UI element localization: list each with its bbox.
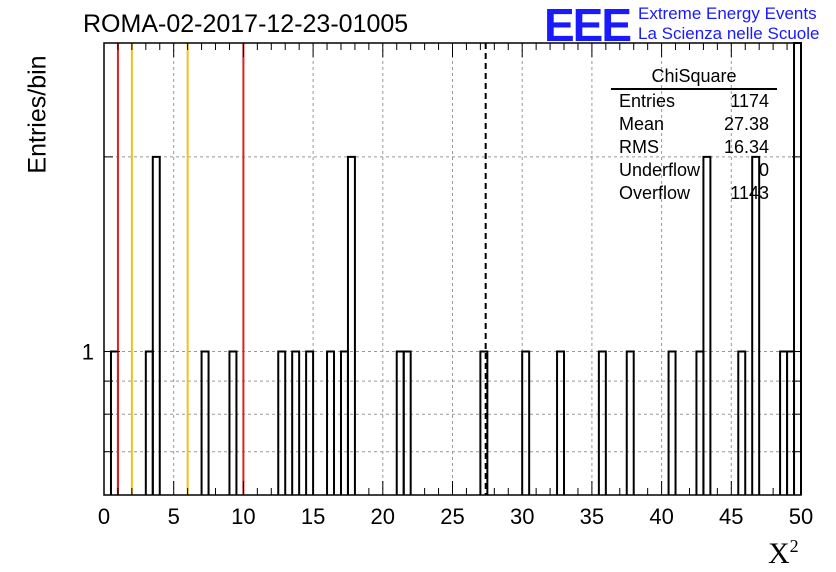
histogram-bin <box>144 350 154 495</box>
logo-line-2: La Scienza nelle Scuole <box>638 24 820 43</box>
histogram-bin <box>751 155 761 495</box>
x-tick-label: 0 <box>98 504 110 529</box>
x-tick-label: 30 <box>510 504 534 529</box>
x-tick-label: 20 <box>371 504 395 529</box>
stats-row: Entries 1174 <box>611 90 781 113</box>
stats-label: Underflow <box>619 160 701 180</box>
logo-mark: EEE <box>544 0 632 51</box>
stats-row: RMS 16.34 <box>611 136 781 159</box>
histogram-bin <box>346 155 356 495</box>
stats-value: 1174 <box>730 91 769 111</box>
histogram-bin <box>695 350 705 495</box>
stats-value: 1143 <box>730 183 769 203</box>
histogram-bin <box>625 350 635 495</box>
stats-value: 27.38 <box>723 114 769 134</box>
histogram-bin <box>395 350 405 495</box>
histogram-bin <box>291 350 301 495</box>
histogram-bin <box>339 350 349 495</box>
histogram-bin <box>793 42 802 495</box>
histogram-bin <box>109 350 119 495</box>
histogram-bin <box>305 350 315 495</box>
histogram-bin <box>556 350 566 495</box>
stats-label: RMS <box>619 137 659 157</box>
x-axis-label: X2 <box>768 536 799 570</box>
x-tick-label: 10 <box>231 504 255 529</box>
histogram-bin <box>228 350 238 495</box>
x-tick-label: 5 <box>168 504 180 529</box>
histogram-bin <box>521 350 531 495</box>
stats-row: Overflow 1143 <box>611 182 781 205</box>
histogram-bin <box>597 350 607 495</box>
stats-value: 0 <box>758 160 769 180</box>
eee-logo: EEE Extreme Energy Events La Scienza nel… <box>544 0 819 51</box>
histogram-bin <box>326 350 336 495</box>
stats-label: Mean <box>619 114 665 134</box>
x-tick-label: 35 <box>580 504 604 529</box>
y-tick-label: 1 <box>82 340 94 365</box>
histogram-bin <box>402 350 412 495</box>
histogram-bin <box>479 350 489 495</box>
stats-row: Underflow 0 <box>611 159 781 182</box>
histogram-bin <box>200 350 210 495</box>
stats-value: 16.34 <box>723 137 769 157</box>
histogram-bin <box>667 350 677 495</box>
stats-rows: Entries 1174 Mean 27.38 RMS 16.34 Underflow 0 Ov… <box>611 90 781 205</box>
stats-box: ChiSquare Entries 1174 Mean 27.38 RMS 16.34 Un… <box>611 66 781 205</box>
x-tick-label: 45 <box>719 504 743 529</box>
chart-title: ROMA-02-2017-12-23-01005 <box>83 10 409 38</box>
x-tick-label: 25 <box>440 504 464 529</box>
stats-row: Mean 27.38 <box>611 113 781 136</box>
x-tick-label: 50 <box>789 504 813 529</box>
x-tick-label: 40 <box>649 504 673 529</box>
logo-line-1: Extreme Energy Events <box>638 4 817 23</box>
histogram-bin <box>786 350 796 495</box>
histogram-bin <box>277 350 287 495</box>
stats-label: Overflow <box>619 183 691 203</box>
stats-title: ChiSquare <box>611 66 777 90</box>
histogram-bin <box>737 350 747 495</box>
histogram-bin <box>779 350 789 495</box>
stats-label: Entries <box>619 91 676 111</box>
x-tick-label: 15 <box>301 504 325 529</box>
histogram-bin <box>151 155 161 495</box>
histogram-bin <box>702 155 712 495</box>
